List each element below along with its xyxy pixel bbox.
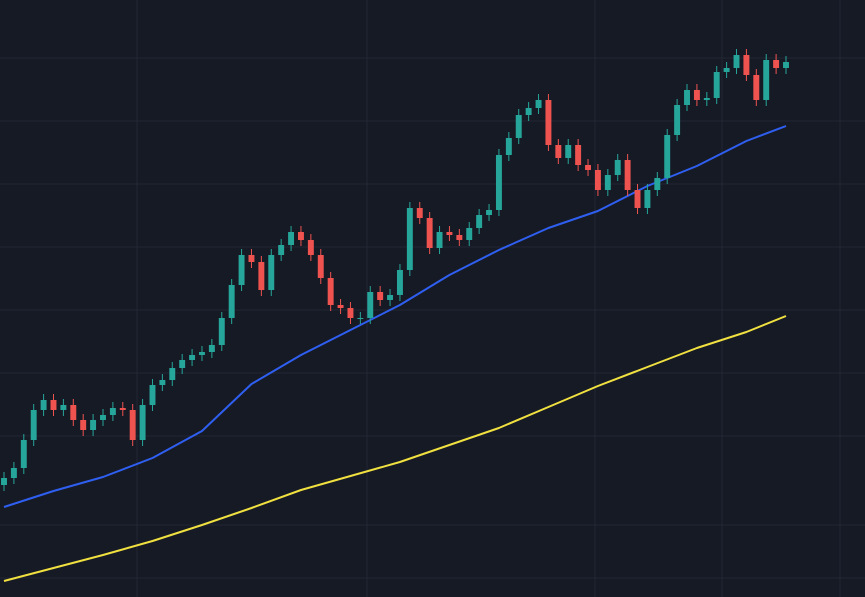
candle-body [713, 72, 720, 98]
candle-body [565, 145, 572, 158]
candle-body [575, 145, 582, 165]
candle-body [693, 90, 700, 100]
candle-body [436, 232, 443, 248]
candle-body [555, 145, 562, 158]
candle-body [248, 255, 255, 262]
candle-body [347, 308, 354, 318]
candle-body [644, 190, 651, 208]
candle-body [476, 215, 483, 228]
candle-body [337, 305, 344, 308]
candle-body [1, 478, 7, 485]
candle-body [100, 415, 106, 420]
candle-body [70, 405, 77, 420]
candle-body [90, 420, 97, 430]
candle-body [357, 318, 364, 319]
candle-body [674, 105, 681, 135]
candle-body [743, 55, 750, 75]
candle-body [129, 410, 136, 440]
candle-body [297, 232, 304, 240]
candle-body [268, 255, 275, 290]
candle-body [50, 400, 57, 410]
candle-body [486, 210, 493, 215]
candle-body [199, 352, 205, 355]
candle-body [288, 232, 295, 245]
candle-body [367, 292, 374, 318]
candle-body [258, 262, 265, 290]
candle-body [30, 410, 37, 440]
candle-body [654, 178, 661, 190]
candle-body [684, 90, 690, 105]
candle-body [456, 235, 463, 240]
candle-body [634, 190, 641, 208]
candle-body [278, 245, 285, 255]
candle-body [40, 400, 47, 410]
candle-body [387, 295, 394, 300]
candle-body [416, 208, 423, 218]
candle-body [505, 138, 512, 155]
candle-body [664, 135, 671, 178]
candle-body [545, 100, 552, 145]
candle-body [446, 232, 453, 235]
candle-body [169, 368, 176, 380]
candle-body [307, 240, 314, 255]
candle-body [159, 380, 166, 385]
candle-body [703, 98, 710, 100]
candle-body [604, 175, 611, 190]
candle-body [594, 170, 601, 190]
candle-body [733, 55, 740, 68]
candle-body [228, 285, 235, 318]
candle-body [119, 408, 126, 410]
moving-average-line [3, 315, 787, 582]
candle-body [20, 440, 27, 468]
candle-body [753, 75, 760, 100]
candle-body [327, 278, 334, 305]
candle-body [773, 60, 780, 68]
candle-body [179, 360, 186, 368]
candle-body [10, 468, 17, 478]
candle-body [515, 115, 522, 138]
candle-body [80, 420, 87, 430]
candle-body [763, 60, 770, 100]
candle-body [218, 318, 225, 345]
candle-body [317, 255, 324, 278]
candle-body [109, 408, 116, 415]
candle-body [377, 292, 384, 300]
moving-average-line [3, 125, 787, 508]
candle-body [396, 270, 403, 295]
candle-body [406, 208, 413, 270]
candle-body [624, 160, 631, 190]
candle-body [208, 345, 215, 352]
candle-body [495, 155, 502, 210]
candle-body [525, 108, 532, 115]
candle-body [238, 255, 245, 285]
candle-body [60, 405, 67, 410]
candle-body [189, 355, 196, 360]
candle-body [426, 218, 433, 248]
candle-body [783, 62, 789, 68]
candle-body [139, 405, 146, 440]
candle-body [149, 385, 156, 405]
candle-body [614, 160, 621, 175]
candle-body [585, 165, 591, 170]
candle-body [535, 100, 542, 108]
candle-body [466, 228, 473, 240]
candle-body [723, 68, 730, 72]
